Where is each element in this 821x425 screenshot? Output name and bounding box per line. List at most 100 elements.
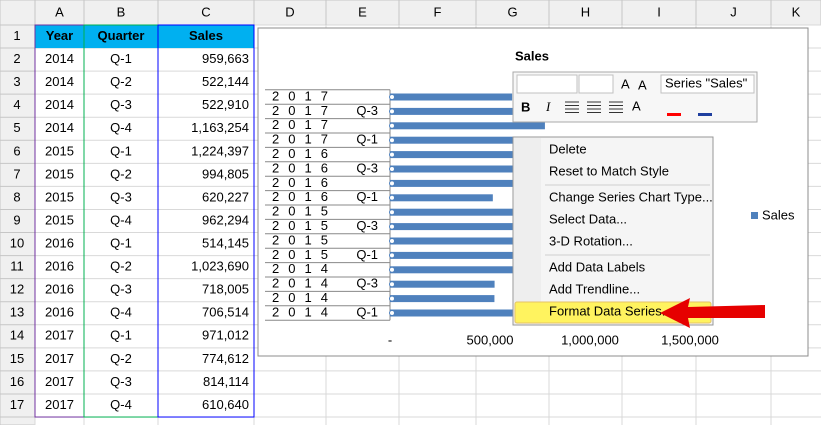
bar: [390, 280, 495, 288]
bar: [390, 208, 583, 216]
category-year-label: 2014: [272, 290, 337, 305]
row-number: 9: [13, 212, 20, 227]
row-number: 16: [10, 374, 24, 389]
category-label: Q-1: [356, 132, 378, 147]
series-selector-box[interactable]: [660, 74, 755, 94]
row-number: 8: [13, 189, 20, 204]
selection-handle: [389, 122, 395, 129]
sales-cell: 962,294: [202, 212, 249, 227]
quarter-cell: Q-2: [110, 74, 132, 89]
year-cell: 2014: [45, 120, 74, 135]
year-cell: 2016: [45, 259, 74, 274]
fill-color-icon[interactable]: [667, 113, 681, 116]
column-header: C: [201, 4, 210, 19]
menu-item[interactable]: Delete: [549, 141, 587, 156]
category-year-label: 2017: [272, 117, 337, 132]
category-year-label: 2016: [272, 146, 337, 161]
sales-cell: 706,514: [202, 305, 249, 320]
category-label: Q-3: [356, 218, 378, 233]
bold-button[interactable]: B: [521, 99, 530, 114]
row-number: 7: [13, 166, 20, 181]
sales-cell: 522,910: [202, 97, 249, 112]
selection-handle: [389, 151, 395, 158]
table-header-fill: [35, 25, 254, 49]
menu-item[interactable]: Select Data...: [549, 211, 627, 226]
font-name-box[interactable]: [516, 74, 578, 94]
category-year-label: 2014: [272, 276, 337, 291]
bar: [390, 309, 582, 317]
menu-item[interactable]: Reset to Match Style: [549, 163, 669, 178]
sales-cell: 522,144: [202, 74, 249, 89]
category-year-label: 2014: [272, 304, 337, 319]
year-cell: 2016: [45, 236, 74, 251]
quarter-cell: Q-2: [110, 351, 132, 366]
sales-cell: 1,224,397: [191, 143, 249, 158]
category-year-label: 2017: [272, 132, 337, 147]
selection-handle: [389, 137, 395, 144]
year-cell: 2017: [45, 397, 74, 412]
font-color-button[interactable]: A: [632, 98, 641, 113]
selection-handle: [389, 209, 395, 216]
chart-title: Sales: [515, 48, 549, 63]
category-year-label: 2015: [272, 247, 337, 262]
outline-color-icon[interactable]: [698, 113, 712, 116]
column-header: F: [434, 4, 442, 19]
series-selector[interactable]: Series "Sales": [665, 75, 748, 90]
context-menu: [512, 136, 714, 326]
sales-cell: 959,663: [202, 51, 249, 66]
category-year-label: 2016: [272, 175, 337, 190]
quarter-cell: Q-1: [110, 143, 132, 158]
year-cell: 2017: [45, 374, 74, 389]
selection-handle: [389, 194, 395, 201]
bar: [390, 251, 635, 259]
menu-item[interactable]: Change Series Chart Type...: [549, 189, 713, 204]
x-tick-label: 1,000,000: [561, 332, 619, 347]
column-header: G: [507, 4, 517, 19]
quarter-cell: Q-1: [110, 328, 132, 343]
quarter-cell: Q-4: [110, 120, 132, 135]
sales-cell: 620,227: [202, 189, 249, 204]
menu-gutter: [514, 138, 541, 324]
selection-handle: [389, 266, 395, 273]
selection-handle: [389, 238, 395, 244]
font-size-box[interactable]: [578, 74, 614, 94]
category-year-label: 2016: [272, 189, 337, 204]
category-year-label: 2017: [272, 103, 337, 118]
quarter-cell: Q-3: [110, 282, 132, 297]
legend-swatch: [751, 212, 758, 219]
bar: [390, 107, 553, 115]
bar: [390, 136, 585, 144]
sales-cell: 514,145: [202, 236, 249, 251]
sales-cell: 1,023,690: [191, 259, 249, 274]
sales-cell: 1,163,254: [191, 120, 249, 135]
menu-item[interactable]: Format Data Series...: [549, 303, 673, 318]
menu-item[interactable]: Add Trendline...: [549, 281, 640, 296]
row-number: 10: [10, 236, 24, 251]
italic-button[interactable]: I: [545, 99, 551, 114]
shrink-font-button[interactable]: A: [638, 77, 647, 92]
menu-item[interactable]: Add Data Labels: [549, 259, 646, 274]
column-header: J: [730, 4, 737, 19]
selection-handle: [389, 108, 395, 115]
row-number: 4: [13, 97, 20, 112]
sales-cell: 814,114: [203, 374, 249, 389]
category-label: Q-1: [356, 304, 378, 319]
bar: [390, 266, 623, 274]
selection-handle: [389, 166, 395, 172]
table-header-cell: Year: [46, 28, 73, 43]
year-cell: 2014: [45, 74, 74, 89]
selection-handle: [389, 281, 395, 288]
bar: [390, 151, 532, 159]
selection-handle: [389, 252, 395, 259]
grow-font-button[interactable]: A: [621, 76, 630, 91]
category-year-label: 2017: [272, 88, 337, 103]
category-year-label: 2015: [272, 218, 337, 233]
year-cell: 2015: [45, 143, 74, 158]
category-year-label: 2015: [272, 204, 337, 219]
selection-handle: [389, 295, 395, 302]
column-header: D: [285, 4, 294, 19]
column-header: H: [581, 4, 590, 19]
year-cell: 2015: [45, 189, 74, 204]
year-cell: 2016: [45, 305, 74, 320]
